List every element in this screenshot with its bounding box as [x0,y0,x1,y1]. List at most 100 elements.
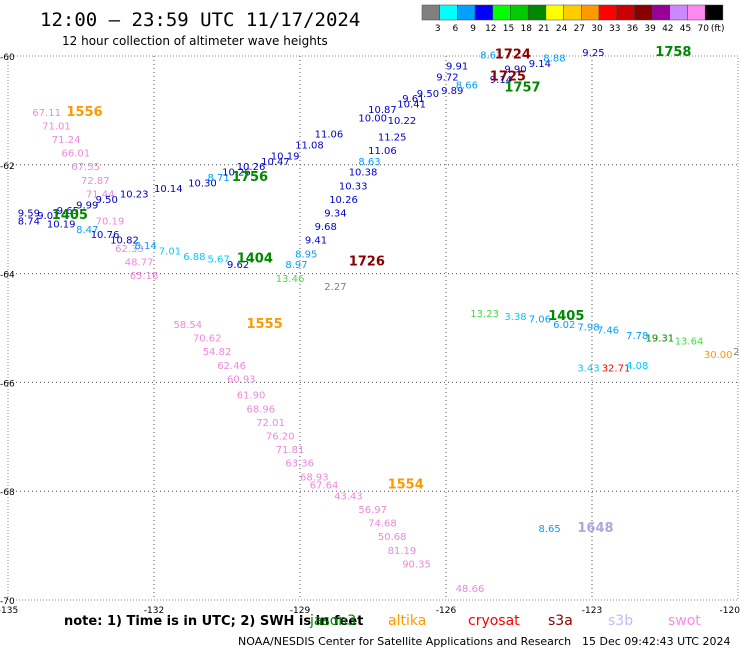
wave-height-value: 9.91 [446,62,468,73]
wave-height-value: 7.98 [577,323,599,334]
wave-height-value: 54.82 [203,347,232,358]
wave-height-value: 9.50 [417,89,439,100]
wave-height-value: 43.43 [334,491,363,502]
colorbar-label: 39 [644,24,656,34]
wave-height-value: 10.23 [120,189,149,200]
wave-height-value: 63.36 [285,459,314,470]
wave-height-labels: 67.11 71.01 71.24 66.01 67.55 72.87 71.44 70.19… [18,45,740,595]
wave-height-value: 10.82 [110,236,139,247]
latitude-tick-labels: -60 -62 -64 -66 -68 -70 [0,53,15,607]
colorbar-label: 24 [556,24,568,34]
satellite-legend-item: s3a [548,613,573,629]
wave-height-value: 71.44 [86,189,115,200]
wave-height-value: 65.16 [130,271,159,282]
wave-height-value: 48.77 [125,257,154,268]
latitude-tick: -68 [0,488,15,498]
wave-height-value: 10.22 [388,116,417,127]
wave-height-value: 8.65 [539,524,561,535]
longitude-tick: -123 [582,606,602,616]
colorbar-label: 6 [453,24,459,34]
satellite-legend-item: cryosat [468,613,520,629]
pass-time-label: 1405 [52,208,88,223]
wave-height-value: 81.19 [388,546,417,557]
pass-time-label: 1405 [548,309,584,324]
wave-height-value: 8.47 [76,225,98,236]
latitude-tick: -66 [0,379,15,389]
colorbar-swatch [616,4,635,21]
wave-height-value: 8.95 [295,249,317,260]
colorbar-swatch [651,4,671,21]
wave-height-value: 6.02 [553,320,575,331]
wave-height-value: 10.76 [91,230,120,241]
pass-time-label: 1556 [66,105,102,120]
wave-height-value: 3.43 [577,364,599,375]
wave-height-value: 7.46 [597,325,619,336]
wave-height-value: 61.90 [237,391,266,402]
colorbar-swatch [669,4,688,21]
latitude-tick: -62 [0,162,15,172]
wave-height-value: 8.61 [480,51,502,62]
wave-height-value: 8.97 [285,260,307,271]
color-scale-legend: 3 6 9 12 15 18 21 24 27 30 33 36 39 42 45 70 (ft) [421,4,724,34]
colorbar-label: 15 [503,24,514,34]
wave-height-value: 8.88 [543,53,565,64]
wave-height-value: 70.19 [96,217,125,228]
wave-height-value: 6.88 [183,252,205,263]
wave-height-value: 9.59 [18,209,40,220]
plot-area: -135 -132 -129 -126 -123 -120 -60 -62 -64 -66 -68… [0,45,740,616]
colorbar-swatch [581,4,600,21]
wave-height-value: 7.06 [529,315,551,326]
pass-time-label: 1758 [655,45,691,60]
wave-height-value: 8.14 [135,241,157,252]
wave-height-value: 9.07 [37,211,59,222]
wave-height-value: 10.33 [339,181,368,192]
colorbar-label: 21 [538,24,549,34]
pass-time-label: 1724 [495,48,531,63]
satellite-legend: jason3 altika cryosat s3a s3b swot [309,613,701,629]
wave-height-value: 9.90 [504,64,526,75]
wave-height-value: 2.27 [324,282,346,293]
wave-height-value: 10.00 [358,113,387,124]
wave-height-value: 66.01 [62,149,91,160]
wave-height-value: 10.26 [222,168,251,179]
wave-height-value: 10.47 [261,157,290,168]
latitude-tick: -70 [0,597,15,607]
wave-height-value: 76.20 [266,432,295,443]
wave-height-value: 8.71 [208,173,230,184]
wave-height-value: 50.68 [378,532,407,543]
wave-height-value: 3.38 [504,312,526,323]
wave-height-value: 9.62 [227,260,249,271]
pass-time-label: 1404 [237,252,273,267]
longitude-tick: -129 [290,606,311,616]
colorbar-label: 12 [485,24,496,34]
satellite-legend-item: swot [668,613,701,629]
pass-time-label: 1555 [247,317,283,332]
wave-height-value: 4.08 [626,361,648,372]
colorbar-swatch [474,4,494,21]
wave-height-value: 19.31 [646,334,675,345]
colorbar-label: 27 [574,24,585,34]
longitude-tick-labels: -135 -132 -129 -126 -123 -120 [0,606,740,616]
map-subtitle: 12 hour collection of altimeter wave hei… [62,34,328,48]
colorbar-label: 36 [627,24,639,34]
wave-height-value: 11.08 [295,141,324,152]
pass-time-label: 1726 [349,254,385,269]
wave-height-value: 9.89 [441,86,463,97]
colorbar-label: 70 [697,24,709,34]
colorbar-swatch [545,4,564,21]
longitude-tick: -132 [144,606,164,616]
longitude-tick: -120 [720,606,740,616]
wave-height-value: 13.46 [276,274,305,285]
wave-height-value: 67.55 [71,162,100,173]
plot-frame [7,55,739,601]
wave-height-value: 48.66 [456,584,485,595]
footer-credit: NOAA/NESDIS Center for Satellite Applica… [238,635,571,648]
colorbar-label: 30 [591,24,603,34]
wave-height-value: 32.71 [602,364,631,375]
colorbar-label: 3 [435,24,441,34]
colorbar-swatch [563,4,582,21]
graticule [8,56,738,600]
colorbar-label: 45 [680,24,691,34]
satellite-legend-item: jason3 [309,613,356,629]
